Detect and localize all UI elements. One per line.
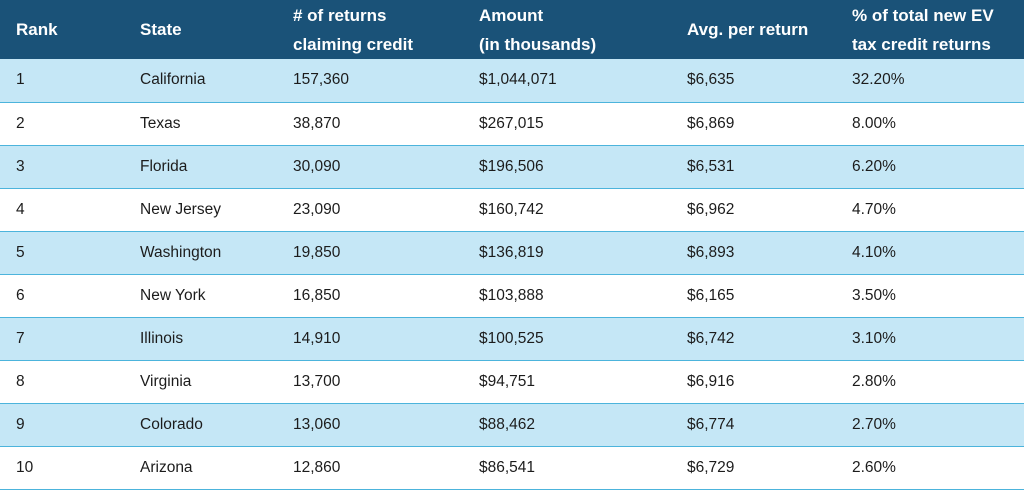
cell-returns: 19,850: [293, 243, 341, 261]
cell-rank: 4: [16, 200, 25, 218]
header-pct: % of total new EV tax credit returns: [852, 5, 994, 54]
cell-returns: 157,360: [293, 71, 350, 89]
cell-amount: $136,819: [479, 243, 544, 261]
cell-returns: 13,700: [293, 372, 341, 390]
cell-pct: 3.50%: [852, 286, 896, 304]
cell-pct: 4.10%: [852, 243, 896, 261]
table-row: 4 New Jersey 23,090 $160,742 $6,962 4.70%: [0, 188, 1024, 231]
cell-avg: $6,916: [687, 372, 735, 390]
header-avg: Avg. per return: [687, 20, 809, 39]
cell-state: California: [140, 71, 206, 89]
table-row: 8 Virginia 13,700 $94,751 $6,916 2.80%: [0, 360, 1024, 403]
cell-pct: 2.70%: [852, 415, 896, 433]
cell-rank: 7: [16, 329, 25, 347]
cell-returns: 38,870: [293, 114, 341, 132]
cell-amount: $1,044,071: [479, 71, 557, 89]
cell-amount: $196,506: [479, 157, 544, 175]
cell-amount: $88,462: [479, 415, 536, 433]
table-row: 5 Washington 19,850 $136,819 $6,893 4.10%: [0, 231, 1024, 274]
cell-avg: $6,742: [687, 329, 735, 347]
header-state: State: [140, 20, 182, 39]
cell-pct: 2.80%: [852, 372, 896, 390]
table-row: 10 Arizona 12,860 $86,541 $6,729 2.60%: [0, 446, 1024, 489]
cell-returns: 16,850: [293, 286, 341, 304]
cell-amount: $160,742: [479, 200, 544, 218]
cell-amount: $94,751: [479, 372, 536, 390]
cell-rank: 5: [16, 243, 25, 261]
header-rank: Rank: [16, 20, 58, 39]
cell-state: Texas: [140, 114, 181, 132]
cell-avg: $6,893: [687, 243, 735, 261]
cell-avg: $6,774: [687, 415, 735, 433]
cell-state: Florida: [140, 157, 188, 175]
cell-returns: 13,060: [293, 415, 341, 433]
cell-amount: $86,541: [479, 458, 536, 476]
cell-returns: 12,860: [293, 458, 341, 476]
table-row: 7 Illinois 14,910 $100,525 $6,742 3.10%: [0, 317, 1024, 360]
cell-state: Washington: [140, 243, 222, 261]
table-body: 1 California 157,360 $1,044,071 $6,635 32.20%…: [0, 59, 1024, 489]
cell-state: Colorado: [140, 415, 203, 433]
cell-avg: $6,869: [687, 114, 735, 132]
cell-returns: 14,910: [293, 329, 341, 347]
cell-avg: $6,531: [687, 157, 735, 175]
cell-rank: 1: [16, 71, 25, 89]
cell-pct: 2.60%: [852, 458, 896, 476]
cell-amount: $100,525: [479, 329, 544, 347]
cell-pct: 6.20%: [852, 157, 896, 175]
cell-state: New York: [140, 286, 206, 304]
table-row: 6 New York 16,850 $103,888 $6,165 3.50%: [0, 274, 1024, 317]
cell-pct: 8.00%: [852, 114, 896, 132]
cell-amount: $103,888: [479, 286, 544, 304]
cell-rank: 3: [16, 157, 25, 175]
cell-pct: 4.70%: [852, 200, 896, 218]
header-returns: # of returns claiming credit: [293, 5, 413, 54]
cell-rank: 10: [16, 458, 34, 476]
cell-state: Illinois: [140, 329, 184, 347]
cell-rank: 9: [16, 415, 25, 433]
cell-avg: $6,635: [687, 71, 735, 89]
cell-rank: 2: [16, 114, 25, 132]
table-row: 3 Florida 30,090 $196,506 $6,531 6.20%: [0, 145, 1024, 188]
table-row: 2 Texas 38,870 $267,015 $6,869 8.00%: [0, 102, 1024, 145]
cell-avg: $6,962: [687, 200, 735, 218]
header-row: Rank State # of returns claiming credit …: [0, 0, 1024, 59]
cell-state: Virginia: [140, 372, 192, 390]
cell-state: Arizona: [140, 458, 193, 476]
table-row: 9 Colorado 13,060 $88,462 $6,774 2.70%: [0, 403, 1024, 446]
cell-avg: $6,729: [687, 458, 735, 476]
cell-state: New Jersey: [140, 200, 221, 218]
header-amount: Amount (in thousands): [479, 5, 597, 54]
cell-returns: 30,090: [293, 157, 341, 175]
cell-rank: 6: [16, 286, 25, 304]
cell-rank: 8: [16, 372, 25, 390]
cell-amount: $267,015: [479, 114, 544, 132]
cell-pct: 3.10%: [852, 329, 896, 347]
cell-avg: $6,165: [687, 286, 735, 304]
table-row: 1 California 157,360 $1,044,071 $6,635 32.20%: [0, 59, 1024, 102]
cell-returns: 23,090: [293, 200, 341, 218]
cell-pct: 32.20%: [852, 71, 905, 89]
